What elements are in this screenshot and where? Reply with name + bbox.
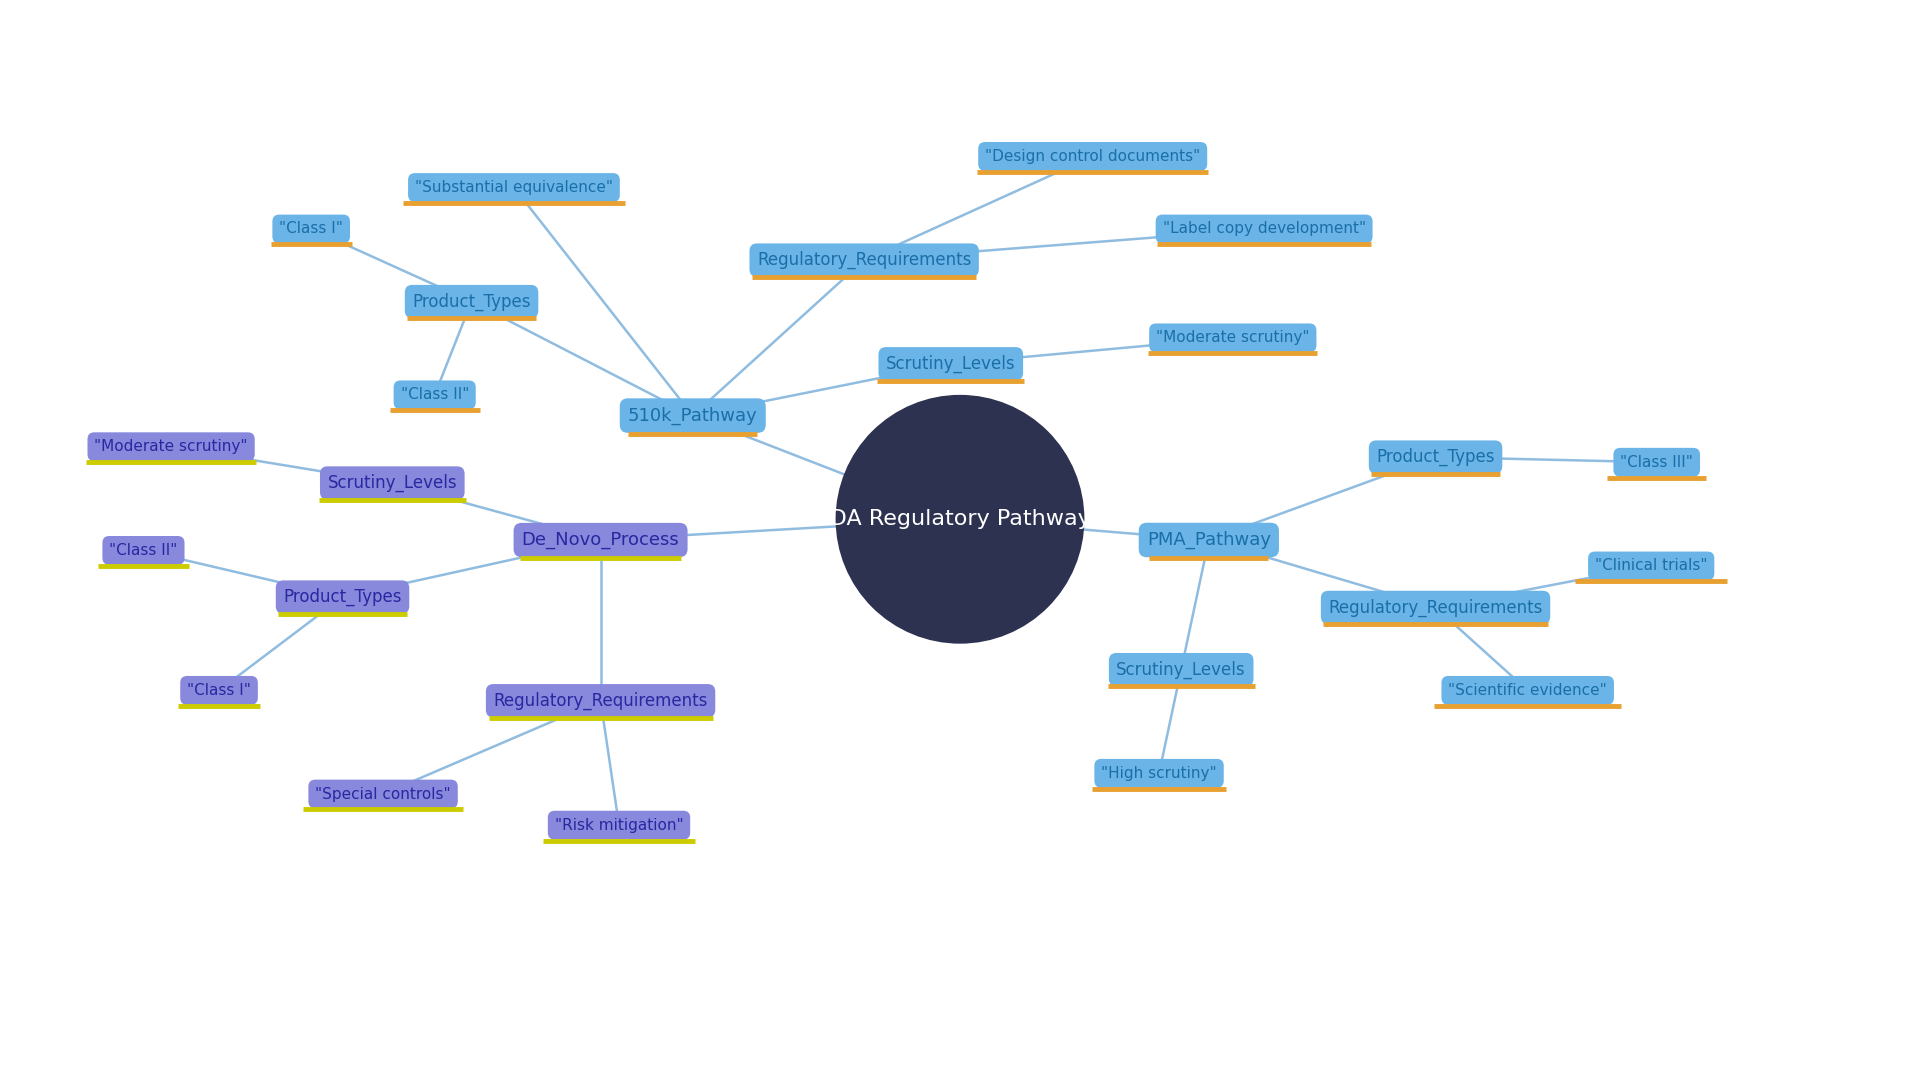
Text: PMA_Pathway: PMA_Pathway xyxy=(1146,531,1271,549)
Text: Regulatory_Requirements: Regulatory_Requirements xyxy=(756,251,972,269)
Text: "Scientific evidence": "Scientific evidence" xyxy=(1448,683,1607,698)
Text: 510k_Pathway: 510k_Pathway xyxy=(628,406,758,424)
Text: "Label copy development": "Label copy development" xyxy=(1164,221,1365,237)
Text: Regulatory_Requirements: Regulatory_Requirements xyxy=(1329,598,1544,617)
Text: FDA Regulatory Pathways: FDA Regulatory Pathways xyxy=(818,510,1102,529)
Text: Scrutiny_Levels: Scrutiny_Levels xyxy=(885,354,1016,373)
Text: "Class III": "Class III" xyxy=(1620,455,1693,470)
Text: De_Novo_Process: De_Novo_Process xyxy=(522,531,680,549)
Text: "Class II": "Class II" xyxy=(401,388,468,403)
Text: "Class I": "Class I" xyxy=(278,221,344,237)
Text: "Moderate scrutiny": "Moderate scrutiny" xyxy=(94,440,248,455)
Text: "Special controls": "Special controls" xyxy=(315,786,451,801)
Text: Scrutiny_Levels: Scrutiny_Levels xyxy=(328,474,457,492)
Text: "Class II": "Class II" xyxy=(109,543,179,558)
Text: Product_Types: Product_Types xyxy=(413,293,530,311)
Text: Regulatory_Requirements: Regulatory_Requirements xyxy=(493,691,708,710)
Text: Product_Types: Product_Types xyxy=(1377,448,1496,467)
Ellipse shape xyxy=(835,395,1085,644)
Text: "Design control documents": "Design control documents" xyxy=(985,149,1200,164)
Text: Scrutiny_Levels: Scrutiny_Levels xyxy=(1116,661,1246,678)
Text: "Moderate scrutiny": "Moderate scrutiny" xyxy=(1156,330,1309,346)
Text: "Risk mitigation": "Risk mitigation" xyxy=(555,818,684,833)
Text: "Substantial equivalence": "Substantial equivalence" xyxy=(415,180,612,195)
Text: "Clinical trials": "Clinical trials" xyxy=(1596,558,1707,573)
Text: "High scrutiny": "High scrutiny" xyxy=(1102,766,1217,781)
Text: "Class I": "Class I" xyxy=(186,683,252,698)
Text: Product_Types: Product_Types xyxy=(284,588,401,606)
